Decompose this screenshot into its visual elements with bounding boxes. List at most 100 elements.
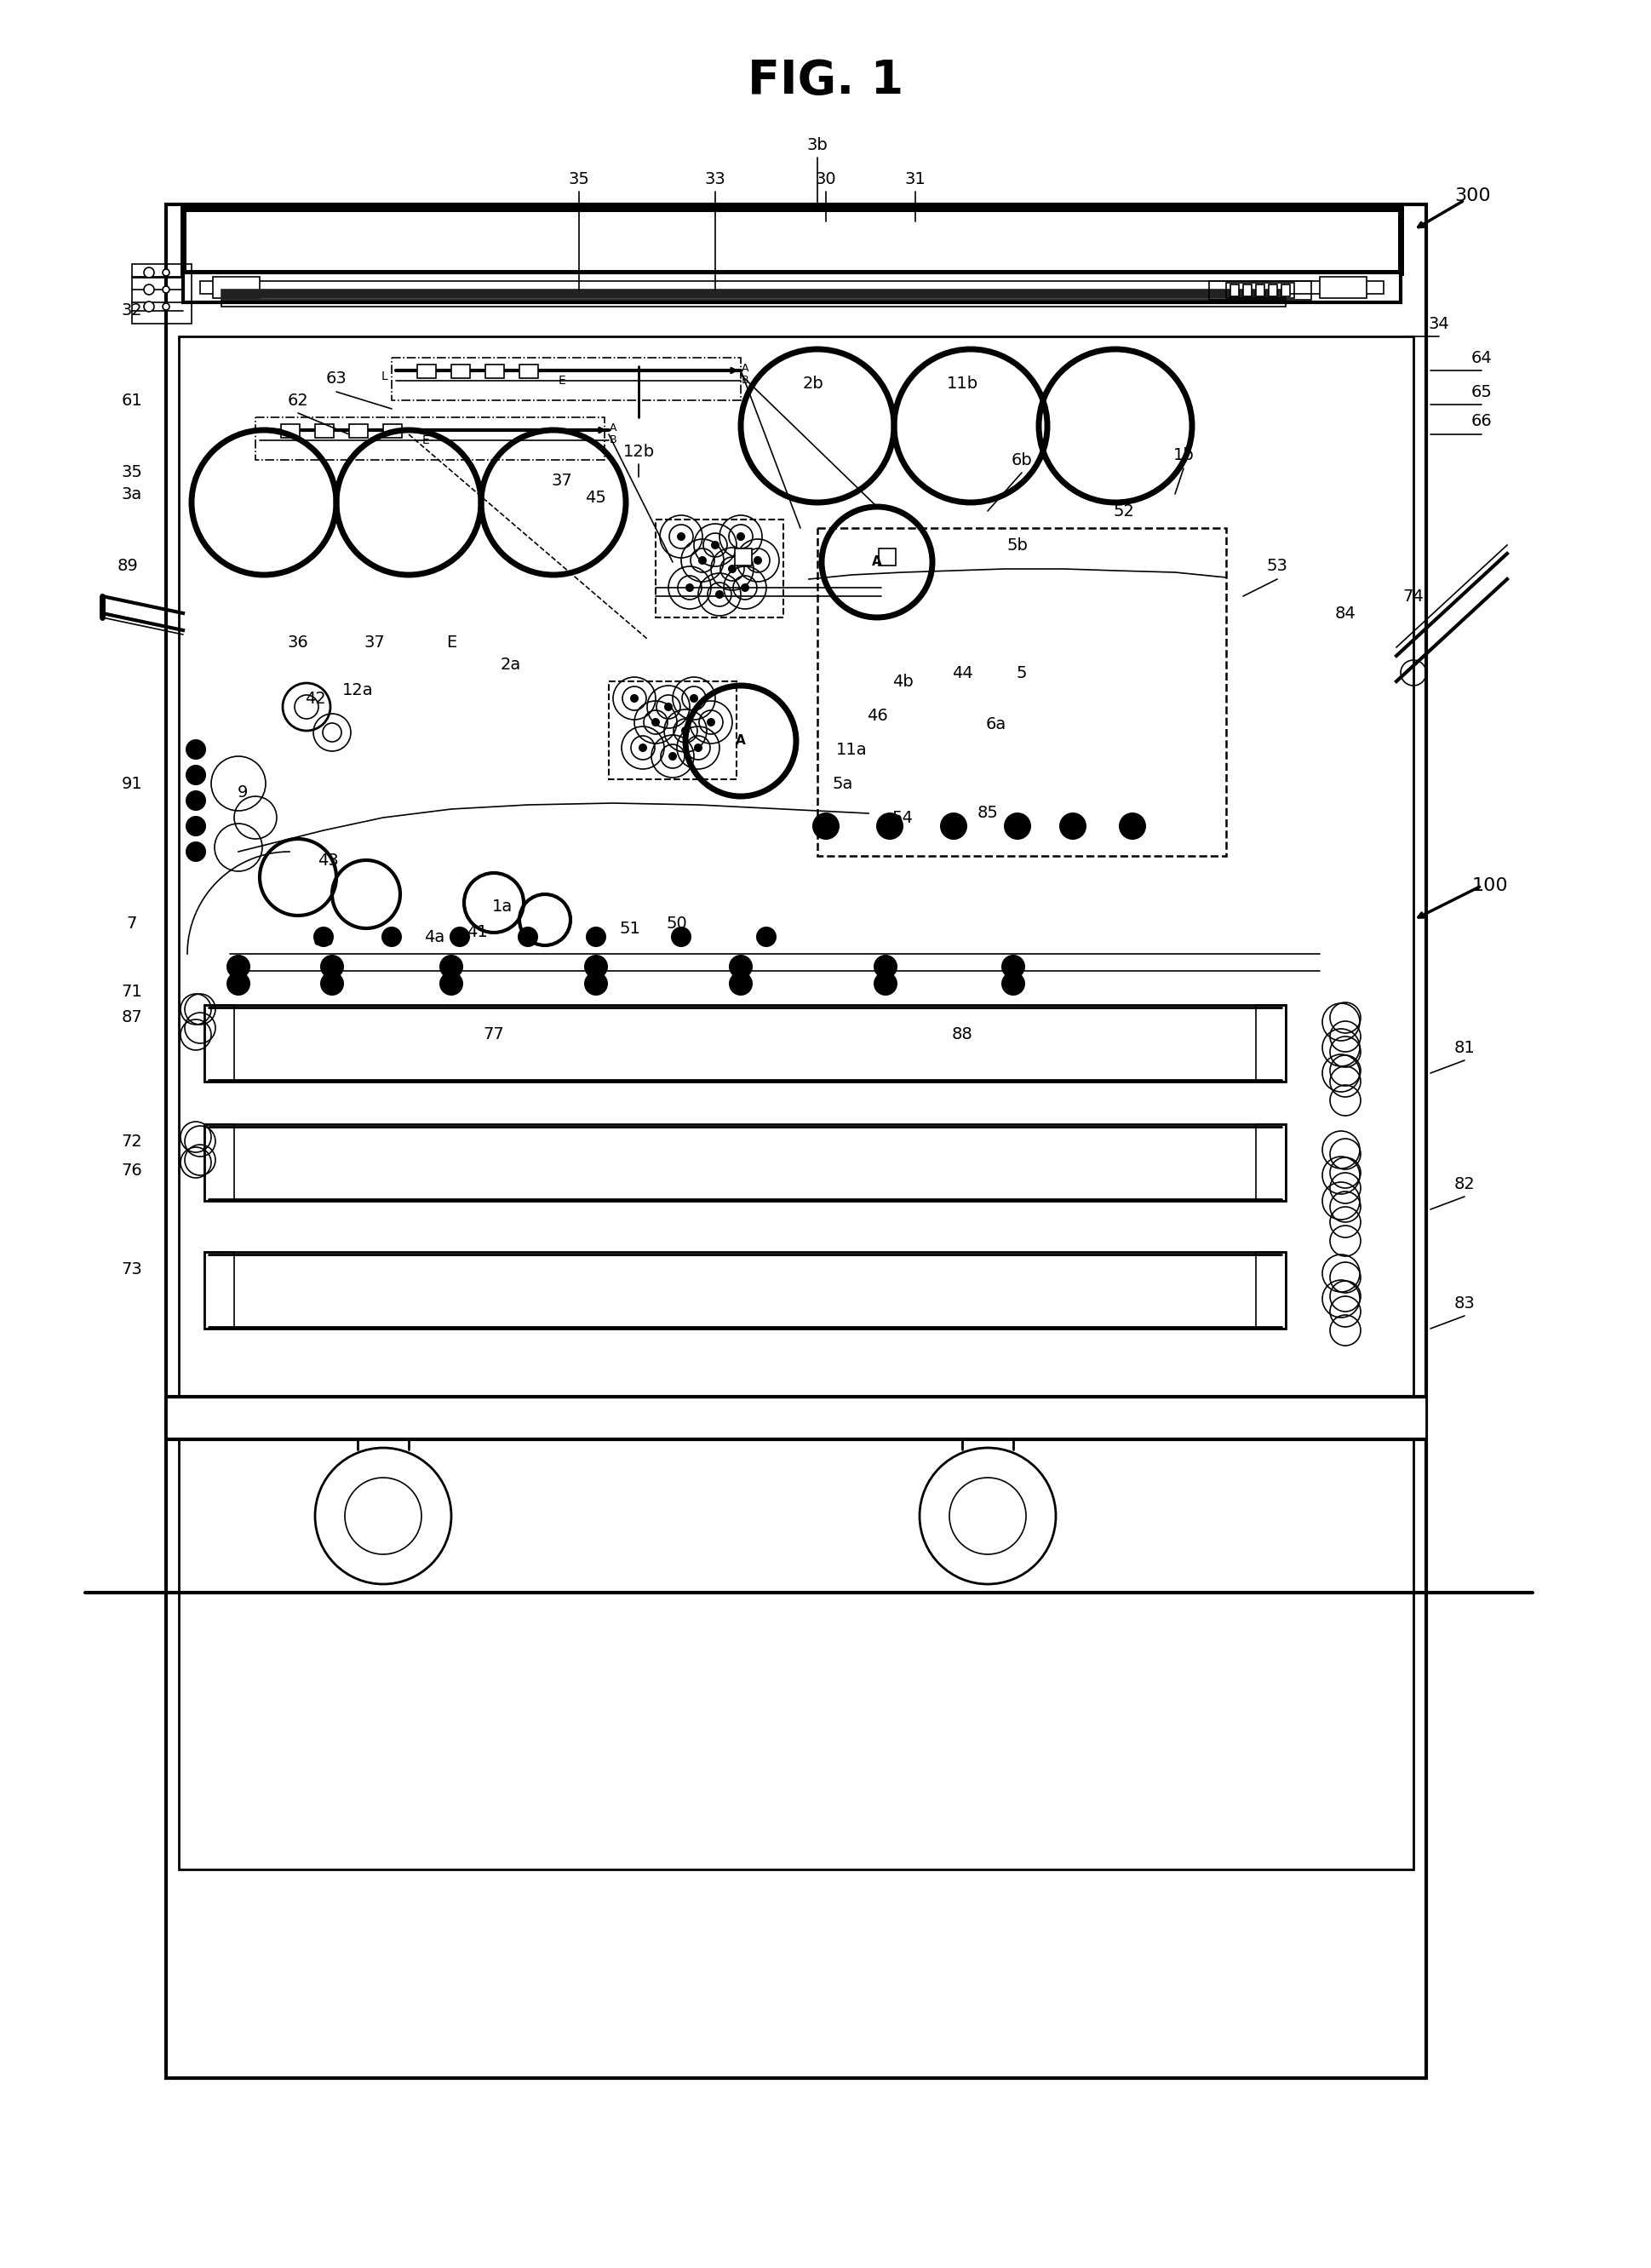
Text: 45: 45 [586, 490, 606, 506]
Text: 74: 74 [1403, 587, 1423, 603]
Bar [183, 272, 1400, 302]
Bar [348, 424, 368, 438]
Text: 7: 7 [127, 916, 137, 932]
Circle shape [698, 556, 707, 565]
Text: 84: 84 [1334, 606, 1355, 621]
Text: 73: 73 [122, 1261, 142, 1277]
Circle shape [586, 928, 606, 948]
Circle shape [873, 971, 898, 996]
Text: 43: 43 [317, 853, 338, 869]
Circle shape [449, 928, 471, 948]
Circle shape [693, 744, 702, 753]
Bar [1319, 277, 1367, 297]
Circle shape [1001, 971, 1025, 996]
Circle shape [873, 955, 898, 978]
Text: 36: 36 [287, 635, 309, 651]
Text: 9: 9 [238, 785, 248, 801]
Text: 62: 62 [287, 392, 309, 408]
Text: 88: 88 [951, 1027, 972, 1043]
Bar [256, 417, 604, 460]
Circle shape [381, 928, 401, 948]
Text: 5b: 5b [1007, 538, 1029, 553]
Text: E: E [446, 635, 456, 651]
Circle shape [682, 726, 690, 735]
Circle shape [144, 284, 154, 295]
Text: 11b: 11b [946, 374, 977, 392]
Circle shape [163, 286, 170, 293]
Bar [1256, 284, 1265, 297]
Text: 50: 50 [667, 916, 687, 932]
Text: A: A [741, 363, 748, 374]
Circle shape [715, 590, 723, 599]
Circle shape [753, 556, 763, 565]
Bar [167, 204, 1426, 2077]
Text: 86: 86 [314, 932, 334, 950]
Circle shape [639, 744, 647, 753]
Bar [735, 549, 751, 565]
Text: 66: 66 [1471, 413, 1493, 429]
Circle shape [712, 540, 720, 549]
Circle shape [677, 533, 685, 540]
Circle shape [1119, 812, 1146, 839]
Bar [183, 209, 1400, 272]
Text: 11a: 11a [835, 742, 867, 758]
Circle shape [518, 928, 538, 948]
Bar [221, 290, 1286, 297]
Text: 4a: 4a [424, 930, 444, 946]
Text: 65: 65 [1471, 383, 1493, 399]
Text: E: E [423, 435, 429, 447]
Circle shape [584, 971, 608, 996]
Bar [1268, 284, 1278, 297]
Bar [1281, 284, 1289, 297]
Text: 4b: 4b [892, 674, 913, 689]
Text: 30: 30 [816, 170, 837, 186]
Text: 63: 63 [325, 372, 347, 388]
Bar [609, 680, 736, 780]
Bar [167, 1397, 1426, 1440]
Circle shape [144, 268, 154, 277]
Text: FIG. 1: FIG. 1 [748, 59, 905, 104]
Text: 82: 82 [1455, 1175, 1474, 1193]
Text: 52: 52 [1113, 503, 1134, 519]
Text: 5: 5 [1017, 665, 1027, 680]
Bar [383, 424, 401, 438]
Bar [817, 528, 1227, 855]
Text: 72: 72 [122, 1134, 142, 1150]
Text: 87: 87 [122, 1009, 142, 1025]
Circle shape [1060, 812, 1086, 839]
Circle shape [812, 812, 840, 839]
Text: 100: 100 [1473, 878, 1509, 894]
Circle shape [652, 719, 660, 726]
Text: 12b: 12b [622, 442, 654, 460]
Circle shape [670, 928, 692, 948]
Bar [221, 299, 1286, 306]
Text: 91: 91 [122, 776, 142, 792]
Text: 3a: 3a [122, 485, 142, 501]
Bar [1227, 284, 1294, 297]
Text: E: E [558, 374, 566, 386]
Text: 35: 35 [122, 465, 142, 481]
Text: A: A [872, 556, 882, 569]
Circle shape [685, 583, 693, 592]
Circle shape [226, 955, 251, 978]
Circle shape [185, 841, 206, 862]
Bar [132, 263, 192, 324]
Circle shape [185, 789, 206, 810]
Text: 46: 46 [867, 708, 888, 723]
Circle shape [669, 753, 677, 760]
Text: 37: 37 [365, 635, 385, 651]
Text: 1b: 1b [1172, 447, 1194, 463]
Circle shape [741, 583, 750, 592]
Circle shape [728, 971, 753, 996]
Bar [213, 277, 259, 297]
Text: 35: 35 [568, 170, 589, 186]
Bar [205, 1125, 1286, 1200]
Text: 83: 83 [1455, 1295, 1474, 1311]
Text: 6a: 6a [986, 717, 1007, 733]
Text: 300: 300 [1455, 188, 1491, 204]
Circle shape [320, 955, 343, 978]
Text: B: B [741, 374, 748, 386]
Text: 31: 31 [905, 170, 926, 186]
Circle shape [439, 955, 464, 978]
Text: 33: 33 [705, 170, 726, 186]
